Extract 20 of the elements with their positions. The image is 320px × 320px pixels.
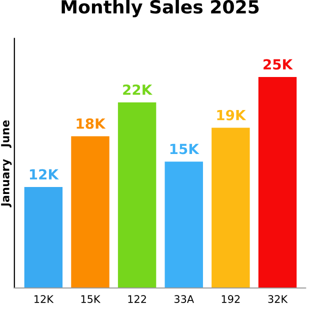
data-label: 18K (76, 118, 106, 129)
x-tick-label: 122 (128, 295, 146, 303)
chart-title: Monthly Sales 2025 (62, 0, 259, 18)
bar (23, 186, 64, 288)
data-label: 22K (123, 84, 153, 95)
data-label: 19K (217, 110, 246, 120)
data-label: 25K (264, 59, 293, 70)
x-tick-label: 12K (34, 295, 54, 303)
y-axis-title: January June (1, 120, 12, 208)
x-tick-label: 32K (268, 295, 288, 304)
bar (257, 76, 298, 288)
bar (116, 101, 158, 288)
data-label: 12K (30, 169, 59, 180)
bar (210, 126, 251, 288)
bar (164, 160, 204, 288)
data-label: 15K (170, 144, 200, 154)
bar (70, 135, 110, 288)
x-tick-label: 15K (81, 295, 101, 304)
x-tick-label: 192 (222, 295, 240, 304)
x-tick-label: 33A (174, 295, 194, 304)
